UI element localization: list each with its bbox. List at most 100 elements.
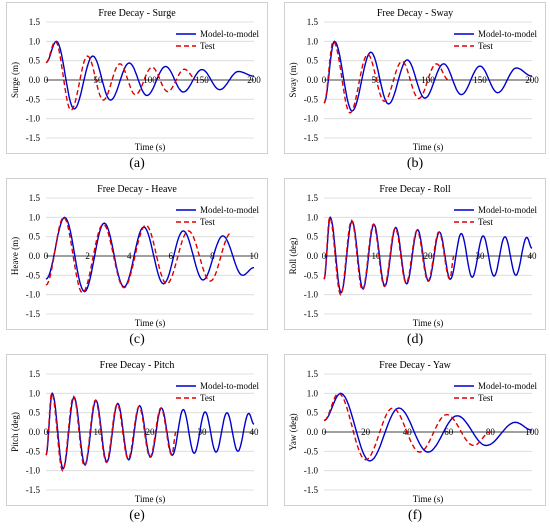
x-tick-label: 0	[322, 75, 327, 85]
y-tick-label: -1.5	[26, 485, 41, 495]
panel-roll: Free Decay - Roll 1.5 1.0 0.5 0.0 -0.5 -1.0 -1.…	[284, 178, 546, 350]
y-tick-label: 0.5	[29, 232, 41, 242]
x-axis-label: Time (s)	[413, 494, 443, 504]
y-axis-label: Sway (m)	[288, 62, 298, 97]
y-axis-label: Roll (deg)	[288, 238, 298, 275]
y-tick-label: 1.0	[29, 36, 41, 46]
y-tick-label: 1.5	[307, 369, 319, 379]
y-tick-label: 1.5	[307, 193, 319, 203]
legend-label: Model-to-model	[478, 29, 537, 39]
x-tick-label: 100	[421, 75, 435, 85]
series-test-line	[323, 40, 449, 114]
panel-yaw: Free Decay - Yaw 1.5 1.0 0.5 0.0 -0.5 -1.0 -1.5…	[284, 354, 546, 526]
series-test-line	[45, 216, 232, 294]
x-tick-label: 30	[476, 251, 486, 261]
chart-frame	[6, 354, 268, 506]
x-tick-label: 6	[169, 251, 174, 261]
chart-frame	[284, 354, 546, 506]
y-tick-label: 1.5	[29, 17, 41, 27]
y-tick-label: -1.5	[304, 485, 319, 495]
legend-label: Test	[200, 217, 215, 227]
y-tick-label: 0.0	[307, 251, 319, 261]
panel-surge: Free Decay - Surge 1.5 1.0 0.5 0.0 -0.5 -1.0 -1…	[6, 2, 268, 174]
x-axis-label: Time (s)	[413, 318, 443, 328]
x-tick-label: 2	[85, 251, 90, 261]
y-tick-label: 0.5	[29, 408, 41, 418]
chart-title: Free Decay - Surge	[98, 8, 176, 19]
y-axis-label: Surge (m)	[10, 62, 20, 98]
legend-label: Model-to-model	[478, 381, 537, 391]
chart-title: Free Decay - Pitch	[100, 360, 175, 371]
y-tick-label: 1.0	[307, 388, 319, 398]
x-axis-label: Time (s)	[413, 142, 443, 152]
y-tick-label: 0.5	[29, 56, 41, 66]
legend-label: Test	[200, 393, 215, 403]
x-tick-label: 20	[424, 251, 434, 261]
chart-yaw: Free Decay - Yaw 1.5 1.0 0.5 0.0 -0.5 -1.0 -1.5…	[288, 360, 539, 504]
y-tick-label: -1.5	[26, 309, 41, 319]
chart-title: Free Decay - Heave	[97, 184, 177, 195]
y-tick-label: 1.0	[29, 212, 41, 222]
chart-roll: Free Decay - Roll 1.5 1.0 0.5 0.0 -0.5 -1.0 -1.…	[288, 184, 538, 328]
x-axis-label: Time (s)	[135, 318, 165, 328]
y-tick-label: 1.5	[29, 193, 41, 203]
x-tick-label: 200	[525, 75, 539, 85]
y-tick-label: -1.0	[26, 114, 41, 124]
x-tick-label: 0	[44, 251, 49, 261]
legend-label: Test	[200, 41, 215, 51]
chart-frame	[284, 178, 546, 330]
y-tick-label: -0.5	[304, 94, 319, 104]
x-tick-label: 60	[444, 427, 454, 437]
x-tick-label: 50	[94, 75, 104, 85]
chart-title: Free Decay - Yaw	[379, 360, 451, 371]
x-tick-label: 0	[44, 427, 49, 437]
y-tick-label: -1.0	[26, 290, 41, 300]
x-tick-label: 40	[250, 427, 260, 437]
x-tick-label: 0	[322, 427, 327, 437]
chart-heave: Free Decay - Heave 1.5 1.0 0.5 0.0 -0.5 -1.0 -1…	[10, 184, 260, 328]
chart-title: Free Decay - Sway	[377, 8, 453, 19]
panel-label: (c)	[129, 332, 145, 347]
y-tick-label: 0.0	[29, 251, 41, 261]
y-tick-label: 1.0	[307, 212, 319, 222]
x-tick-label: 4	[127, 251, 132, 261]
y-tick-label: -1.0	[304, 290, 319, 300]
panel-sway: Free Decay - Sway 1.5 1.0 0.5 0.0 -0.5 -1.0 -1.…	[284, 2, 546, 174]
x-tick-label: 0	[322, 251, 327, 261]
y-tick-label: 0.5	[307, 408, 319, 418]
y-tick-label: 1.0	[29, 388, 41, 398]
chart-sway: Free Decay - Sway 1.5 1.0 0.5 0.0 -0.5 -1.0 -1.…	[288, 8, 539, 152]
series-test-line	[323, 392, 491, 461]
x-tick-label: 30	[198, 427, 208, 437]
panel-label: (f)	[408, 508, 422, 523]
x-tick-label: 0	[44, 75, 49, 85]
x-tick-label: 80	[486, 427, 496, 437]
series-test-line	[45, 40, 197, 112]
legend-label: Model-to-model	[200, 29, 259, 39]
series-test-line	[323, 216, 455, 296]
x-tick-label: 10	[250, 251, 260, 261]
y-tick-label: -1.0	[304, 114, 319, 124]
legend-label: Model-to-model	[200, 205, 259, 215]
y-tick-label: -0.5	[26, 446, 41, 456]
y-tick-label: 0.0	[307, 427, 319, 437]
x-tick-label: 100	[525, 427, 539, 437]
y-tick-label: -1.0	[26, 466, 41, 476]
legend-label: Model-to-model	[478, 205, 537, 215]
y-tick-label: -1.5	[304, 309, 319, 319]
legend-label: Test	[478, 217, 493, 227]
y-tick-label: -0.5	[26, 94, 41, 104]
x-tick-label: 10	[94, 427, 104, 437]
x-axis-label: Time (s)	[135, 494, 165, 504]
x-tick-label: 200	[247, 75, 261, 85]
x-tick-label: 40	[528, 251, 538, 261]
series-model-line	[45, 216, 255, 293]
panel-label: (b)	[406, 156, 424, 171]
y-tick-label: 0.5	[307, 232, 319, 242]
x-tick-label: 20	[361, 427, 371, 437]
y-tick-label: 1.5	[29, 369, 41, 379]
y-axis-label: Pitch (deg)	[10, 412, 20, 452]
y-tick-label: -1.0	[304, 466, 319, 476]
series-model-line	[323, 392, 533, 462]
y-tick-label: 0.0	[29, 427, 41, 437]
